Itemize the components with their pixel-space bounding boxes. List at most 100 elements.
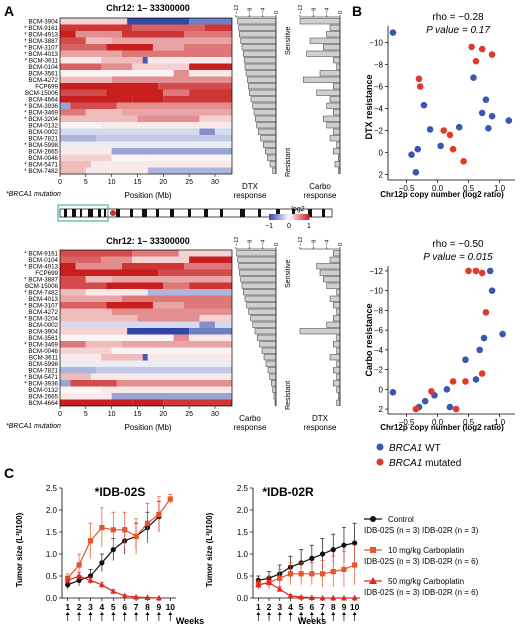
sample-label: BCM-2665 — [28, 149, 58, 156]
response-bar — [336, 386, 341, 393]
x-tick-label: 10 — [108, 411, 116, 418]
heat-cell — [121, 263, 184, 270]
heat-cell — [60, 302, 107, 309]
ideogram-band — [308, 209, 312, 217]
bar-tick-label: −4 — [325, 240, 331, 246]
data-point — [156, 511, 162, 517]
response-bar — [272, 167, 277, 174]
ideogram-band — [98, 209, 101, 217]
ideogram-band — [170, 209, 174, 217]
dose-arrow-head — [145, 612, 150, 615]
response-bar — [336, 308, 341, 315]
heatmap-1-bar2-label-1: Carbo — [309, 182, 331, 191]
heatmap-1-bar2-label-2: response — [304, 191, 337, 200]
scatter-point — [462, 356, 469, 364]
response-bar — [243, 289, 277, 296]
y-tick-label: 0 — [379, 385, 384, 394]
log2-gradient-cell — [285, 214, 288, 220]
y-tick-label: −6 — [374, 326, 384, 335]
x-tick-label: 10 — [108, 179, 116, 186]
heatmap-1-title: Chr12: 1– 33300000 — [106, 3, 190, 13]
heat-cell — [60, 50, 122, 57]
scatter-point — [414, 145, 422, 153]
heat-cell — [101, 57, 143, 64]
sample-label: * BCM-7482 — [24, 290, 58, 297]
y-tick-label: −10 — [369, 287, 383, 296]
heatmap-2-resistant-label: Resistant — [285, 381, 292, 410]
heat-cell — [199, 315, 232, 322]
x-tick-label: 1 — [65, 602, 70, 612]
data-point — [87, 538, 94, 544]
scatter-point — [449, 378, 457, 385]
response-bar — [336, 373, 341, 380]
panel-label-b: B — [352, 3, 362, 19]
data-point — [155, 594, 162, 601]
bar-tick-label: −8 — [311, 240, 317, 246]
scatter-point — [468, 43, 475, 51]
scatter-carbo-ylabel: Carbo resistance — [364, 303, 374, 376]
scatter-point — [478, 269, 486, 277]
heat-cell — [60, 154, 112, 161]
y-tick-label: 1.5 — [46, 528, 58, 537]
heat-cell — [60, 57, 102, 64]
log2-gradient-cell — [289, 214, 292, 220]
response-bar — [238, 263, 277, 270]
data-point — [121, 592, 128, 599]
log2-gradient-cell — [273, 214, 276, 220]
scatter-point — [428, 388, 435, 395]
response-bar — [246, 302, 277, 309]
sample-label: * BCM-5998 — [24, 142, 58, 149]
heat-cell — [60, 161, 91, 168]
response-bar — [333, 128, 341, 135]
heat-cell — [132, 250, 179, 257]
heat-cell — [163, 282, 190, 289]
ideogram-band — [240, 209, 245, 217]
sample-label: BCM-3561 — [28, 71, 58, 78]
heat-cell — [106, 89, 164, 96]
heat-cell — [173, 334, 190, 341]
y-tick-label: −4 — [374, 105, 384, 114]
heat-cell — [111, 393, 232, 400]
data-point — [308, 594, 315, 600]
scatter-carbo-xlabel: Chr12p copy number (log2 ratio) — [380, 423, 504, 432]
bar-tick-label: 0 — [338, 11, 344, 14]
sample-label: BCM-4664 — [28, 400, 58, 407]
heat-cell — [60, 263, 76, 270]
heat-cell — [60, 386, 102, 393]
ideogram-band — [322, 209, 325, 217]
x-tick-label: 1 — [256, 602, 261, 612]
heat-cell — [101, 354, 143, 361]
response-bar — [323, 44, 341, 51]
heat-cell — [60, 102, 71, 109]
response-bar — [272, 386, 277, 393]
heat-cell — [111, 76, 232, 83]
data-point — [298, 571, 304, 577]
dose-arrow-head — [111, 612, 116, 615]
y-tick-label: 2 — [379, 405, 384, 414]
x-tick-label: 30 — [211, 411, 219, 418]
ideogram-band — [142, 209, 147, 217]
response-bar — [248, 83, 277, 90]
bar-tick-label: 0 — [274, 243, 280, 246]
response-bar — [326, 102, 341, 109]
scatter-carbo-stat-rho: rho = −0.50 — [432, 239, 484, 250]
response-bar — [250, 315, 277, 322]
scatter-point — [505, 117, 513, 124]
dose-arrow-head — [299, 612, 304, 615]
scatter-dtx-xlabel: Chr12p copy number (log2 ratio) — [380, 190, 504, 199]
heat-cell — [199, 115, 232, 122]
response-bar — [245, 70, 277, 77]
log2-gradient-cell — [295, 214, 298, 220]
line-chart-idb02s-xlabel: Weeks — [176, 616, 204, 626]
heat-cell — [60, 321, 200, 328]
sample-label: * BCM-5471 — [24, 162, 58, 169]
heat-cell — [147, 354, 232, 361]
x-tick-label: 2 — [77, 602, 82, 612]
heat-cell — [85, 276, 112, 283]
ideogram-band — [116, 209, 120, 217]
scatter-point — [478, 109, 486, 117]
heat-cell — [137, 315, 200, 322]
ideogram-body — [59, 208, 333, 218]
y-tick-label: −12 — [369, 267, 383, 276]
data-point — [319, 551, 326, 557]
